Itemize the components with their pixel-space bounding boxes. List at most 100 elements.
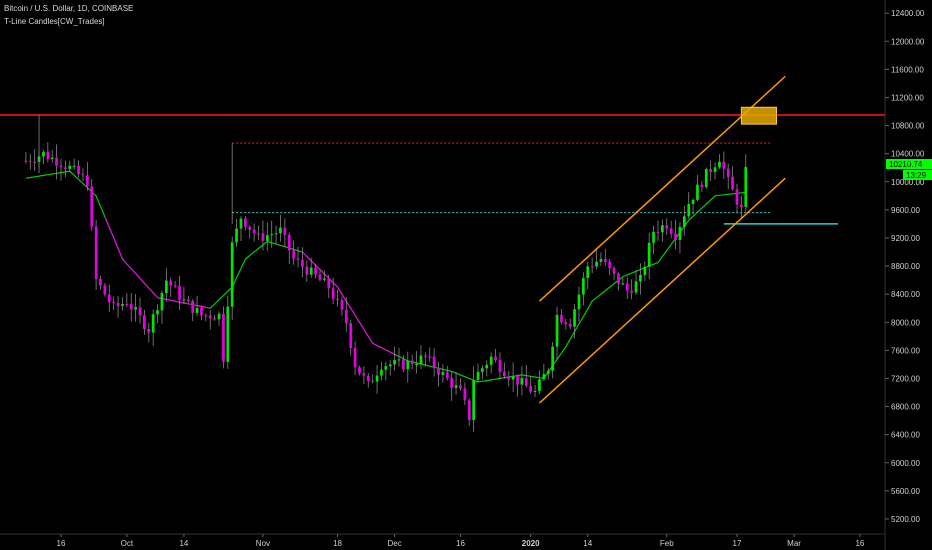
candle-body — [621, 283, 625, 285]
candle-body — [652, 231, 655, 243]
candle-body — [437, 368, 440, 375]
x-tick-label: Mar — [787, 539, 801, 548]
candle-body — [402, 359, 405, 370]
candle — [485, 360, 489, 377]
candle — [691, 198, 695, 215]
candle-body — [195, 308, 199, 313]
candle-body — [86, 175, 89, 187]
candle — [424, 352, 427, 367]
candle-body — [599, 259, 603, 262]
candle — [345, 297, 348, 332]
candle-body — [24, 160, 28, 162]
candle-body — [318, 274, 322, 280]
candle — [244, 216, 247, 231]
candle — [634, 270, 638, 296]
candle-body — [90, 186, 94, 227]
candle-body — [68, 165, 72, 169]
candle — [217, 311, 221, 326]
candle-body — [160, 293, 164, 311]
candle — [722, 151, 726, 179]
channel-lower-line — [538, 177, 786, 404]
candle-body — [459, 385, 462, 389]
candle-body — [94, 226, 98, 279]
candle — [279, 214, 282, 242]
candle-body — [661, 225, 664, 233]
candle-body — [336, 298, 339, 301]
y-tick-label: 10000.00 — [891, 178, 925, 187]
candle-body — [169, 280, 173, 286]
candle-body — [77, 165, 80, 175]
candle — [173, 280, 177, 288]
candle — [428, 347, 432, 363]
y-tick-label: 6400.00 — [891, 431, 920, 440]
candle — [538, 370, 541, 395]
candle — [226, 295, 230, 369]
x-tick-label: Feb — [660, 539, 674, 548]
x-tick-label: Oct — [121, 539, 134, 548]
candle-body — [375, 375, 379, 382]
candle — [107, 284, 111, 312]
candle-body — [129, 304, 133, 310]
candle — [608, 259, 611, 276]
candle-body — [639, 274, 642, 282]
candle-body — [740, 204, 743, 207]
candle-body — [647, 242, 651, 267]
y-tick-label: 10400.00 — [891, 150, 925, 159]
candle — [599, 252, 603, 267]
candle — [257, 225, 260, 241]
candle — [555, 306, 559, 360]
candle-body — [305, 266, 309, 275]
candle-body — [419, 355, 423, 364]
candle-body — [634, 281, 638, 293]
candle — [366, 373, 370, 388]
candle-body — [121, 304, 124, 306]
candle — [81, 168, 85, 182]
candle — [230, 236, 234, 320]
candle — [731, 166, 734, 191]
candle-body — [432, 356, 436, 368]
candle-body — [191, 301, 194, 313]
candle-body — [704, 169, 708, 188]
candle-body — [511, 375, 515, 380]
candle — [64, 160, 67, 178]
candle-body — [529, 385, 532, 392]
candle-body — [81, 174, 85, 176]
candle — [239, 216, 243, 242]
candle-body — [485, 364, 489, 369]
candle-body — [507, 376, 511, 380]
target-box — [740, 106, 778, 125]
candle-body — [156, 310, 159, 315]
candle-body — [327, 278, 331, 289]
candle — [643, 261, 647, 282]
candle-body — [257, 233, 260, 235]
candle — [125, 293, 129, 308]
candle-body — [595, 261, 598, 267]
candle — [138, 297, 142, 324]
candle-body — [656, 231, 660, 233]
candle-body — [393, 360, 396, 365]
candle-body — [301, 259, 304, 267]
y-tick-label: 8400.00 — [891, 290, 920, 299]
candle-body — [410, 360, 414, 365]
x-tick-label: 16 — [855, 539, 864, 548]
candle-body — [252, 229, 256, 234]
indicator-label: T-Line Candles[CW_Trades] — [4, 17, 105, 26]
candle — [296, 247, 300, 268]
candle — [314, 264, 317, 279]
y-tick-label: 5600.00 — [891, 487, 920, 496]
candle — [661, 219, 664, 242]
candle — [639, 263, 642, 295]
countdown-tag — [903, 169, 932, 180]
candle — [222, 306, 225, 369]
candle — [718, 154, 721, 170]
candle-body — [445, 372, 449, 379]
candle — [86, 162, 89, 191]
candle — [410, 354, 414, 370]
candle-body — [138, 307, 142, 316]
candle-body — [235, 228, 238, 243]
candle-body — [323, 278, 326, 280]
candle — [42, 149, 45, 165]
candle — [450, 371, 453, 401]
candle-body — [555, 314, 559, 347]
